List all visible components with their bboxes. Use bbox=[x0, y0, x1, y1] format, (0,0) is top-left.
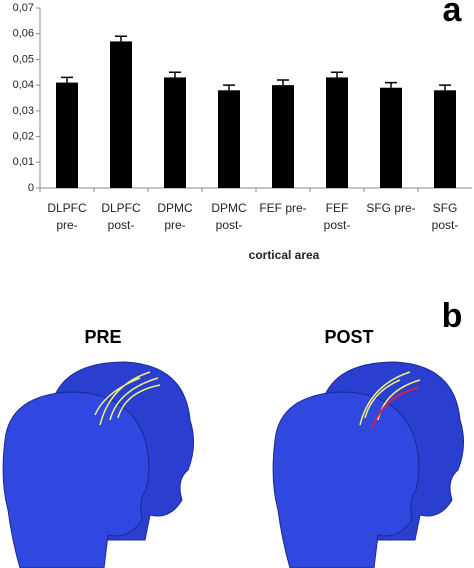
bar bbox=[56, 82, 78, 188]
y-tick-label: 0,04 bbox=[13, 79, 34, 91]
bar bbox=[272, 85, 294, 188]
bar bbox=[110, 41, 132, 188]
y-tick-label: 0,01 bbox=[13, 156, 34, 168]
x-axis-label: cortical area bbox=[249, 248, 320, 262]
error-bar bbox=[385, 81, 397, 88]
bar bbox=[164, 77, 186, 188]
x-tick-label: SFG post- bbox=[431, 201, 459, 232]
head-pair-post bbox=[272, 361, 464, 568]
y-tick-label: 0,05 bbox=[13, 53, 34, 65]
y-tick-label: 0,03 bbox=[13, 105, 34, 117]
head-pair-pre bbox=[2, 361, 194, 568]
x-tick-label: DPMC pre- bbox=[157, 201, 193, 232]
x-tick-label: DPMC post- bbox=[211, 201, 247, 232]
y-tick-label: 0,02 bbox=[13, 130, 34, 142]
y-tick-label: 0 bbox=[28, 182, 34, 194]
error-bar bbox=[61, 76, 73, 83]
error-bar bbox=[223, 84, 235, 91]
x-tick-label: FEF pre- bbox=[259, 201, 307, 215]
error-bar bbox=[331, 71, 343, 78]
panel-title: PRE bbox=[84, 327, 121, 347]
y-tick-label: 0,07 bbox=[13, 2, 34, 14]
error-bar bbox=[439, 84, 451, 91]
y-tick-label: 0,06 bbox=[13, 28, 34, 40]
bar bbox=[218, 90, 240, 188]
x-tick-label: FEF post- bbox=[323, 201, 351, 232]
panel-title: POST bbox=[324, 327, 373, 347]
error-bar bbox=[169, 71, 181, 78]
bar bbox=[434, 90, 456, 188]
x-tick-label: DLPFC pre- bbox=[47, 201, 87, 232]
x-tick-label: DLPFC post- bbox=[101, 201, 141, 232]
panel-label: a bbox=[443, 0, 463, 29]
panel-label: b bbox=[442, 297, 463, 335]
x-tick-label: SFG pre- bbox=[366, 201, 416, 215]
bar bbox=[326, 77, 348, 188]
error-bar bbox=[277, 79, 289, 86]
bar bbox=[380, 87, 402, 188]
error-bar bbox=[115, 35, 127, 42]
